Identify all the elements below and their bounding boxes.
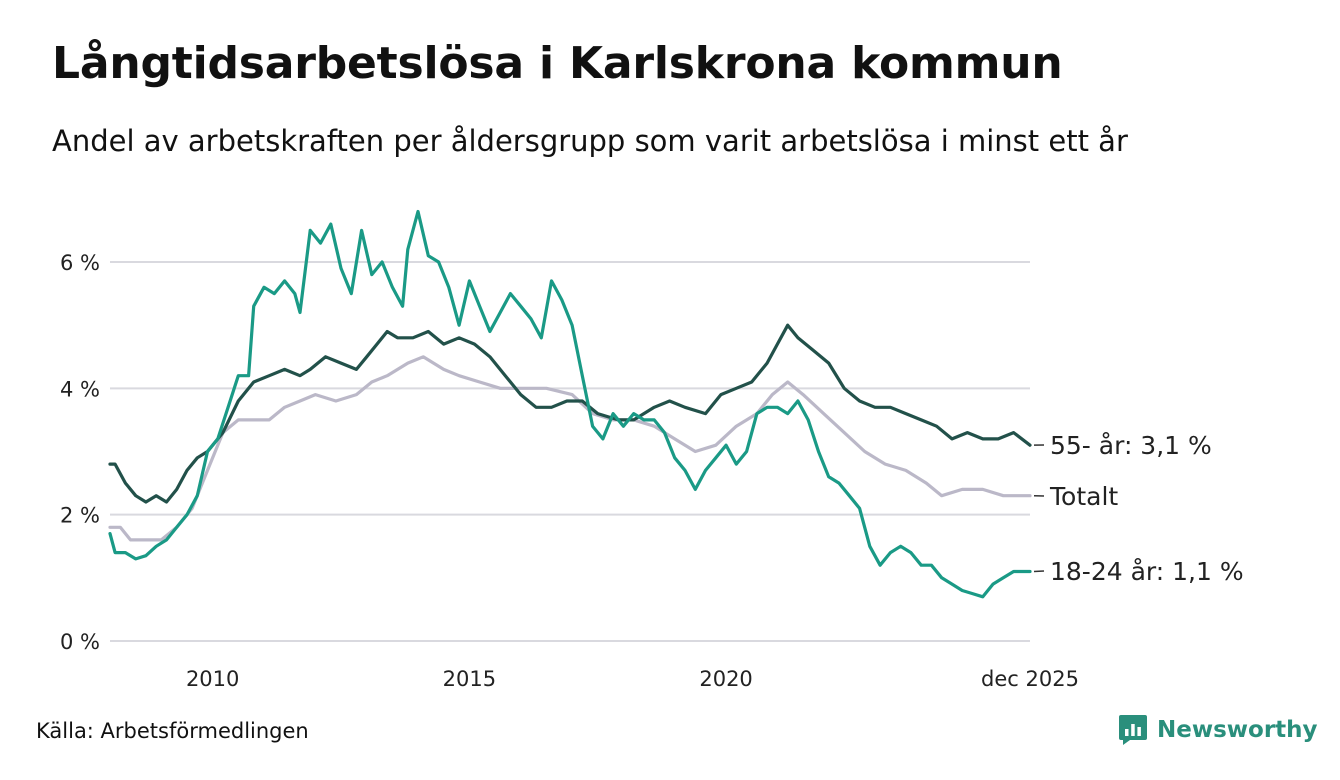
- y-tick-label: 4 %: [60, 377, 100, 401]
- series-label-connector: [1033, 570, 1045, 573]
- series-line-totalt: [108, 355, 1032, 542]
- x-tick-label: dec 2025: [981, 667, 1079, 691]
- series-end-label: 18-24 år: 1,1 %: [1050, 557, 1244, 586]
- x-tick-label: 2020: [699, 667, 752, 691]
- x-tick-label: 2015: [443, 667, 496, 691]
- x-tick-label: 2010: [186, 667, 239, 691]
- y-tick-label: 0 %: [60, 630, 100, 654]
- source-label: Källa: Arbetsförmedlingen: [36, 719, 309, 743]
- y-tick-label: 6 %: [60, 251, 100, 275]
- brand-logo: Newsworthy: [1118, 713, 1318, 747]
- series-end-label: Totalt: [1049, 482, 1118, 511]
- brand-name: Newsworthy: [1157, 717, 1318, 743]
- series-end-label: 55- år: 3,1 %: [1050, 431, 1212, 460]
- chart-subtitle: Andel av arbetskraften per åldersgrupp s…: [52, 124, 1128, 158]
- y-tick-label: 2 %: [60, 504, 100, 528]
- series-line-55-plus: [108, 323, 1032, 504]
- series-line-18-24: [108, 209, 1032, 599]
- chart-title: Långtidsarbetslösa i Karlskrona kommun: [52, 38, 1063, 89]
- newsworthy-logo-icon: [1119, 715, 1147, 745]
